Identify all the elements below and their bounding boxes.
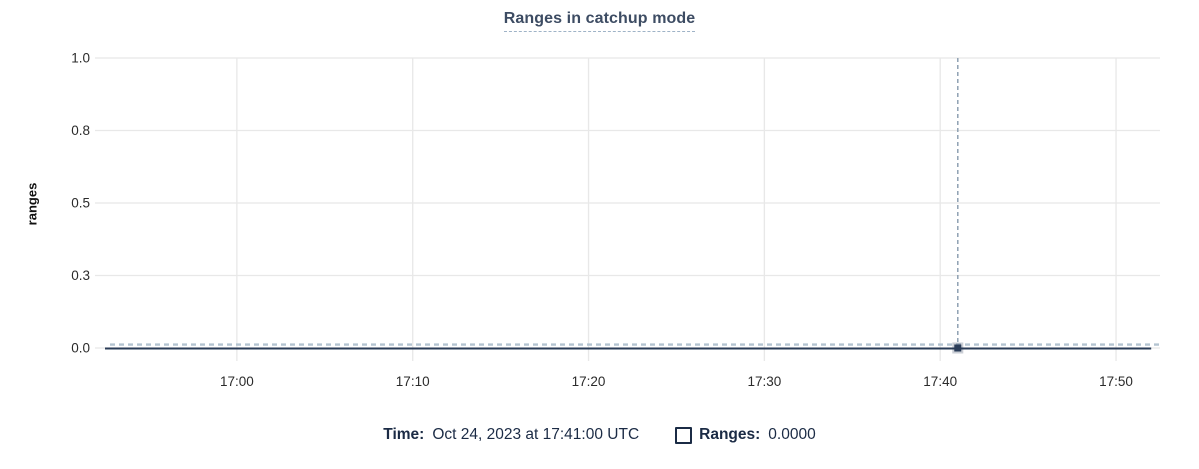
series-name-label: Ranges: (699, 426, 761, 443)
x-tick-label: 17:10 (396, 374, 430, 389)
x-tick-label: 17:50 (1099, 374, 1133, 389)
plot-canvas: 0.0 0.3 0.5 0.8 1.0 17:00 17:10 17:20 17:30 17:40… (71, 51, 1160, 389)
x-tick-label: 17:40 (923, 374, 957, 389)
hover-time-value: Oct 24, 2023 at 17:41:00 UTC (432, 426, 640, 443)
series-value: 0.0000 (768, 426, 816, 443)
hover-legend: Time: Oct 24, 2023 at 17:41:00 UTC Range… (0, 422, 1199, 448)
y-tick-label: 0.3 (71, 268, 90, 283)
chart-title-row: Ranges in catchup mode (0, 10, 1199, 32)
y-tick-label: 1.0 (71, 51, 90, 66)
y-tick-label: 0.5 (71, 196, 90, 211)
hover-time-label: Time: (383, 426, 425, 443)
chart-title[interactable]: Ranges in catchup mode (503, 10, 696, 32)
hover-point (954, 344, 962, 352)
x-tick-label: 17:20 (572, 374, 606, 389)
y-tick-label: 0.8 (71, 123, 90, 138)
x-tick-label: 17:00 (220, 374, 254, 389)
plot-area[interactable] (105, 58, 1160, 348)
y-tick-label: 0.0 (71, 341, 90, 356)
x-tick-label: 17:30 (747, 374, 781, 389)
series-checkbox[interactable] (675, 426, 693, 444)
